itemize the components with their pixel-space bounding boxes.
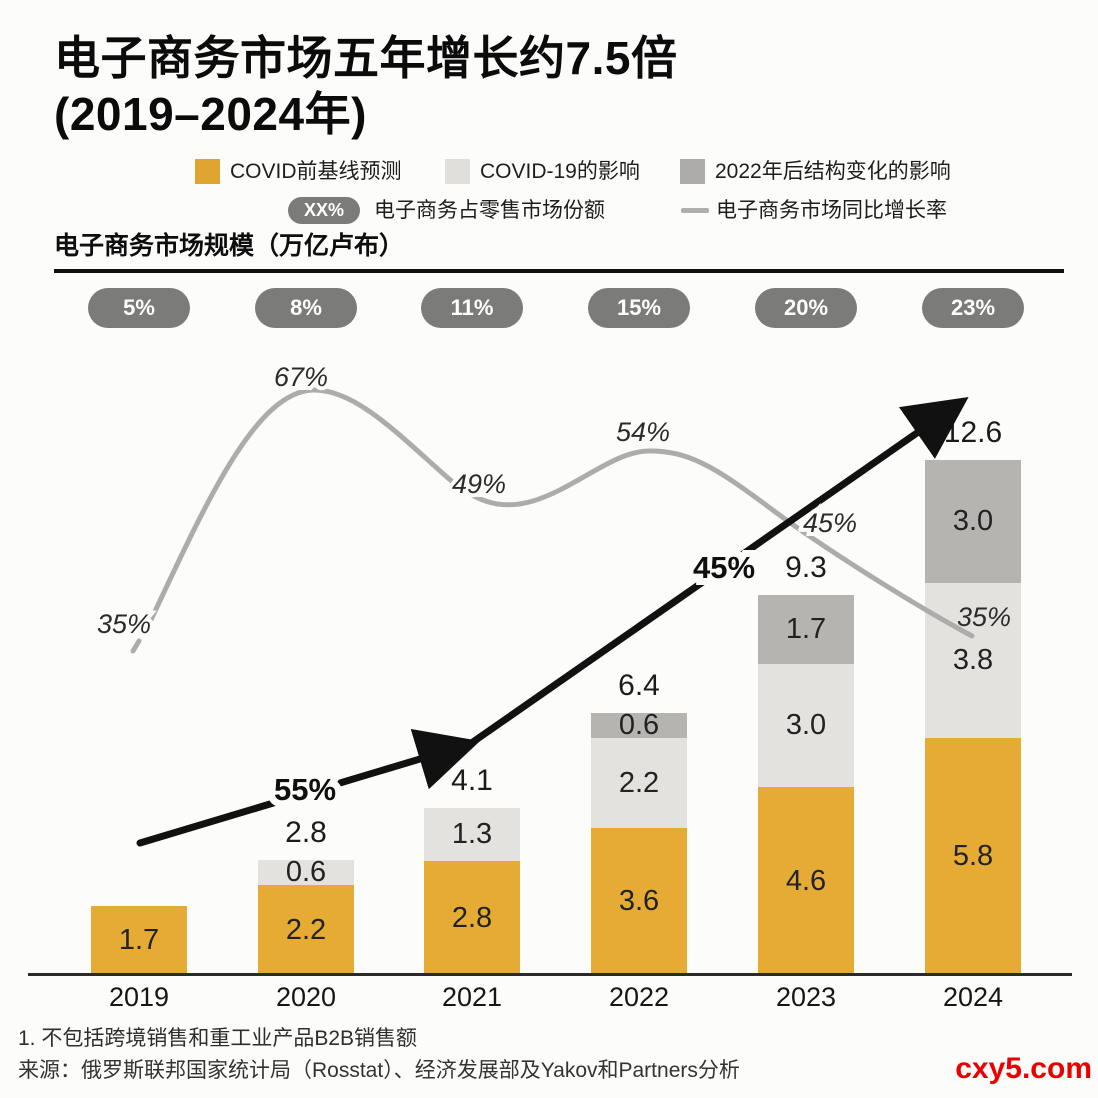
legend-label-share: 电子商务占零售市场份额 [374, 199, 605, 222]
growth-label-2023: 45% [803, 508, 857, 538]
x-tick-2020: 2020 [275, 982, 337, 1012]
top-divider [54, 269, 1064, 273]
growth-label-2022: 54% [616, 417, 670, 447]
share-pill-2023: 20% [755, 288, 857, 328]
share-pill-2019: 5% [88, 288, 190, 328]
bar-2020-baseline-segment: 2.2 [258, 885, 354, 975]
bar-2024-structural-segment: 3.0 [925, 460, 1021, 583]
bar-2023-total-label: 9.3 [785, 551, 827, 584]
trend-arrow-2 [466, 397, 969, 748]
bar-2024-baseline-segment: 5.8 [925, 738, 1021, 975]
y-axis-title: 电子商务市场规模（万亿卢布） [54, 232, 405, 260]
page-title: 电子商务市场五年增长约7.5倍 (2019–2024年) [54, 30, 954, 142]
bar-2023-covid-segment: 3.0 [758, 664, 854, 787]
share-pill-2022: 15% [588, 288, 690, 328]
growth-label-2020: 67% [274, 362, 328, 392]
bar-2020: 2.8 0.6 2.2 [258, 816, 354, 975]
bar-2019: 1.7 [91, 906, 187, 975]
bar-2022-structural-segment: 0.6 [591, 709, 687, 741]
bar-2022-covid-segment: 2.2 [591, 738, 687, 828]
bar-2019-baseline-segment: 1.7 [91, 906, 187, 975]
share-pill-2021: 11% [421, 288, 523, 328]
legend-swatch-structural-icon [680, 159, 705, 184]
bar-2024: 12.6 3.0 3.8 5.8 [925, 416, 1021, 975]
page-title-line2: (2019–2024年) [54, 88, 367, 141]
watermark: cxy5.com [955, 1052, 1092, 1085]
growth-line-start-dash [130, 638, 142, 654]
x-tick-2019: 2019 [108, 982, 170, 1012]
source-note: 来源：俄罗斯联邦国家统计局（Rosstat）、经济发展部及Yakov和Partn… [18, 1059, 740, 1082]
bar-2021-total-label: 4.1 [451, 764, 493, 797]
bar-2023: 9.3 1.7 3.0 4.6 [758, 551, 854, 975]
growth-label-2021: 49% [452, 469, 506, 499]
bar-2020-covid-segment: 0.6 [258, 856, 354, 888]
bar-2021-baseline-segment: 2.8 [424, 861, 520, 975]
share-pill-2024: 23% [922, 288, 1024, 328]
legend-label-covid: COVID-19的影响 [480, 160, 640, 183]
x-tick-2024: 2024 [942, 982, 1004, 1012]
legend-label-structural: 2022年后结构变化的影响 [715, 160, 951, 183]
bar-2020-total-label: 2.8 [285, 816, 327, 849]
bar-2024-covid-segment: 3.8 [925, 583, 1021, 738]
legend-share-pill-icon: XX% [288, 197, 360, 224]
footnote: 1. 不包括跨境销售和重工业产品B2B销售额 [18, 1027, 418, 1050]
legend-label-baseline: COVID前基线预测 [230, 160, 402, 183]
bar-2022-total-label: 6.4 [618, 669, 660, 702]
x-axis-line [28, 973, 1072, 976]
bar-2023-baseline-segment: 4.6 [758, 787, 854, 975]
bar-2024-total-label: 12.6 [943, 416, 1003, 449]
bar-2022-baseline-segment: 3.6 [591, 828, 687, 975]
legend-growth-line-icon [681, 208, 709, 213]
bar-2022: 6.4 0.6 2.2 3.6 [591, 669, 687, 975]
trend-arrow-1-label: 55% [274, 772, 336, 807]
page-title-line1: 电子商务市场五年增长约7.5倍 [54, 32, 678, 84]
x-tick-2022: 2022 [608, 982, 670, 1012]
bar-2021: 4.1 1.3 2.8 [424, 764, 520, 975]
growth-label-2019: 35% [97, 609, 151, 639]
legend-swatch-baseline-icon [195, 159, 220, 184]
bar-2021-covid-segment: 1.3 [424, 808, 520, 861]
x-tick-2023: 2023 [775, 982, 837, 1012]
bar-2023-structural-segment: 1.7 [758, 595, 854, 664]
legend-swatch-covid-icon [445, 159, 470, 184]
legend-label-growth-line: 电子商务市场同比增长率 [716, 199, 947, 222]
x-tick-2021: 2021 [441, 982, 503, 1012]
share-pill-2020: 8% [255, 288, 357, 328]
